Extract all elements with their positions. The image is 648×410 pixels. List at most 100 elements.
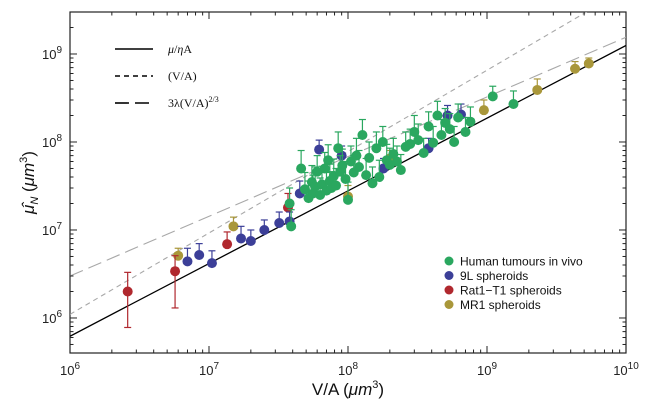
point-human-tumours-in-vivo-32 bbox=[371, 131, 382, 154]
x-tick-label: 1010 bbox=[613, 361, 639, 378]
point-human-tumours-in-vivo-2 bbox=[286, 209, 297, 232]
point-mr1-spheroids-7 bbox=[570, 60, 581, 74]
data-point bbox=[460, 126, 471, 137]
y-tick-label: 108 bbox=[42, 133, 62, 150]
point-human-tumours-in-vivo-31 bbox=[367, 166, 378, 189]
point-mr1-spheroids-2 bbox=[228, 216, 239, 232]
legend-line-label-1: μ/ηA bbox=[167, 42, 192, 56]
point-human-tumours-in-vivo-26 bbox=[351, 137, 362, 161]
legend-line-label-3: 3λ(V/A)2/3 bbox=[168, 95, 219, 110]
point-human-tumours-in-vivo-38 bbox=[391, 145, 402, 167]
point-human-tumours-in-vivo-1 bbox=[284, 187, 295, 209]
data-point bbox=[371, 143, 382, 154]
data-point bbox=[331, 180, 342, 191]
data-point bbox=[478, 105, 489, 116]
x-tick-label: 106 bbox=[60, 361, 80, 378]
data-point bbox=[236, 233, 247, 244]
data-point bbox=[374, 172, 385, 183]
data-point bbox=[319, 163, 330, 174]
legend-marker-1 bbox=[444, 256, 454, 266]
y-tick-label: 106 bbox=[42, 309, 62, 326]
point-human-tumours-in-vivo-23 bbox=[343, 181, 353, 205]
data-point bbox=[357, 130, 368, 141]
data-point bbox=[194, 249, 205, 260]
data-point bbox=[444, 124, 455, 135]
data-point bbox=[228, 221, 239, 232]
data-point bbox=[259, 224, 270, 235]
data-point bbox=[532, 84, 543, 95]
data-point bbox=[487, 91, 498, 102]
point-mr1-spheroids-8 bbox=[583, 57, 594, 69]
point-human-tumours-in-vivo-19 bbox=[333, 131, 344, 154]
point-human-tumours-in-vivo-33 bbox=[374, 159, 385, 183]
point-mr1-spheroids-5 bbox=[478, 99, 489, 116]
point-human-tumours-in-vivo-39 bbox=[395, 153, 406, 176]
point-human-tumours-in-vivo-14 bbox=[323, 144, 334, 166]
model-line-3 bbox=[70, 36, 626, 277]
data-point bbox=[284, 198, 295, 209]
legend-marker-3 bbox=[444, 285, 454, 295]
x-tick-label: 107 bbox=[199, 361, 219, 378]
legend-series-label-1: Human tumours in vivo bbox=[460, 255, 583, 269]
legend-series-label-3: Rat1−T1 spheroids bbox=[460, 284, 562, 298]
legend-line-label-2: (V/A) bbox=[168, 69, 197, 83]
point-9l-spheroids-4 bbox=[236, 225, 247, 244]
data-point bbox=[206, 258, 217, 269]
point-human-tumours-in-vivo-4 bbox=[299, 171, 310, 195]
legend-marker-2 bbox=[444, 271, 454, 280]
point-human-tumours-in-vivo-28 bbox=[357, 118, 368, 141]
point-9l-spheroids-3 bbox=[206, 250, 217, 269]
point-human-tumours-in-vivo-54 bbox=[465, 106, 476, 127]
data-point bbox=[583, 58, 594, 69]
data-point bbox=[436, 130, 447, 141]
point-human-tumours-in-vivo-43 bbox=[413, 123, 424, 146]
y-tick-label: 107 bbox=[42, 221, 62, 238]
data-point bbox=[405, 138, 416, 149]
data-point bbox=[570, 63, 581, 74]
data-point bbox=[340, 173, 351, 184]
data-point bbox=[274, 218, 285, 229]
data-point bbox=[409, 126, 420, 137]
data-point bbox=[361, 170, 372, 181]
data-point bbox=[323, 155, 334, 166]
point-human-tumours-in-vivo-47 bbox=[432, 100, 443, 121]
data-point bbox=[388, 149, 399, 160]
data-point bbox=[296, 163, 307, 174]
axis-ticks: 106 107 108 109 1010 106 107 108 109 bbox=[42, 12, 639, 378]
data-point bbox=[413, 135, 424, 146]
point-human-tumours-in-vivo-30 bbox=[364, 141, 375, 163]
data-point bbox=[122, 286, 133, 297]
data-point bbox=[423, 121, 434, 132]
point-human-tumours-in-vivo-45 bbox=[423, 111, 434, 132]
line-legend: μ/ηA (V/A) 3λ(V/A)2/3 bbox=[115, 42, 219, 110]
point-9l-spheroids-1 bbox=[182, 247, 193, 267]
point-human-tumours-in-vivo-55 bbox=[487, 85, 498, 102]
legend-series-label-4: MR1 spheroids bbox=[460, 298, 541, 312]
data-point bbox=[351, 150, 362, 161]
data-point bbox=[432, 110, 443, 121]
point-human-tumours-in-vivo-3 bbox=[296, 149, 307, 174]
data-point bbox=[286, 221, 297, 232]
data-point bbox=[418, 147, 429, 158]
legend-series-label-2: 9L spheroids bbox=[460, 269, 528, 283]
data-point bbox=[333, 143, 344, 154]
data-point bbox=[312, 166, 323, 177]
x-tick-label: 108 bbox=[338, 361, 358, 378]
point-mr1-spheroids-6 bbox=[532, 78, 543, 95]
point-human-tumours-in-vivo-9 bbox=[312, 155, 323, 177]
data-point bbox=[354, 161, 365, 172]
data-point bbox=[245, 235, 256, 246]
y-axis-label: μ̂N (μm3) bbox=[18, 151, 41, 215]
data-point bbox=[222, 239, 233, 250]
point-rat1-t1-spheroids-1 bbox=[122, 271, 133, 329]
point-9l-spheroids-2 bbox=[194, 243, 205, 260]
point-9l-spheroids-6 bbox=[259, 219, 270, 235]
data-point bbox=[182, 256, 193, 267]
point-human-tumours-in-vivo-51 bbox=[449, 125, 460, 147]
point-human-tumours-in-vivo-42 bbox=[409, 114, 420, 137]
data-point bbox=[453, 112, 464, 123]
data-point bbox=[449, 136, 460, 147]
data-points bbox=[122, 57, 594, 329]
